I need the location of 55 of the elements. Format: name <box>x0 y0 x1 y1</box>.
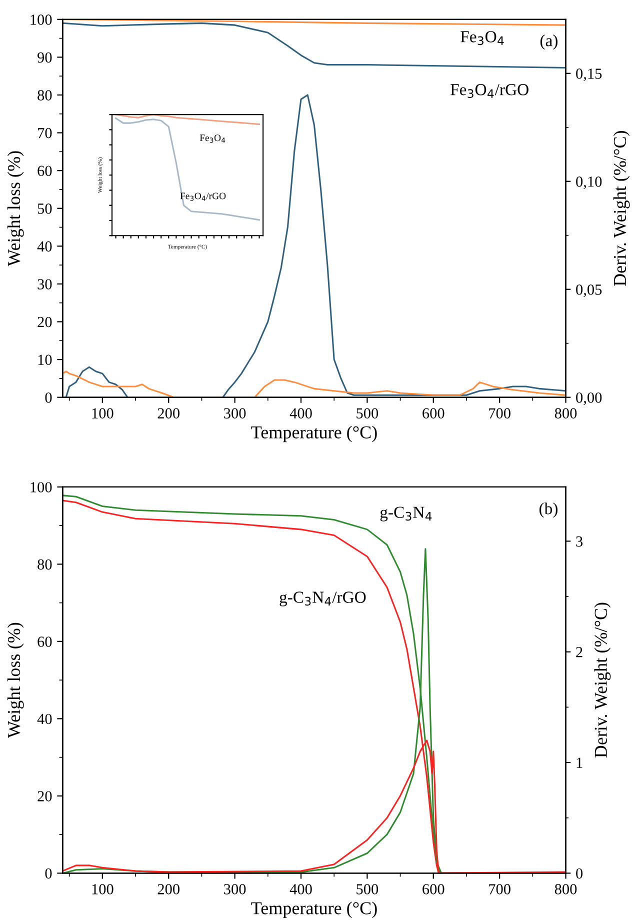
x-tick-label: 200 <box>158 884 180 894</box>
annotation: (b) <box>540 502 558 518</box>
annotation: (a) <box>540 34 558 50</box>
series-label: Fe$_{3}$O$_{4}$/rGO <box>450 84 528 98</box>
x-tick-label: 800 <box>554 884 577 894</box>
series-label: g-C$_{3}$N$_{4}$/rGO <box>280 592 366 606</box>
y-axis-title: Weight loss (%) <box>7 622 24 738</box>
series-label: Fe$_{3}$O$_{4}$ <box>200 134 226 143</box>
y-tick-label: 20 <box>38 316 52 328</box>
x-tick-label: 700 <box>489 884 510 894</box>
y-tick-label: 100 <box>30 482 52 492</box>
x-tick-label: 600 <box>422 884 444 894</box>
y-tick-label: 90 <box>38 52 52 63</box>
x-tick-label: 300 <box>224 408 246 418</box>
y-tick-label: 80 <box>38 90 52 100</box>
y-tick-label: 40 <box>37 241 52 252</box>
y-tick-label: 80 <box>38 559 52 570</box>
x-tick-label: 200 <box>158 408 180 418</box>
y-tick-label: 10 <box>38 354 52 365</box>
y-tick-label: 30 <box>38 279 52 290</box>
y-tick-label: 40 <box>37 714 52 724</box>
y2-tick-label: 0,10 <box>576 176 602 190</box>
x-tick-label: 400 <box>290 884 312 894</box>
y-tick-label: 70 <box>38 128 52 138</box>
series-label: g-C$_{3}$N$_{4}$ <box>380 506 432 522</box>
x-tick-label: 500 <box>356 408 378 418</box>
y2-axis-title: Deriv. Weight (%/°C) <box>613 131 630 286</box>
x-tick-label: 700 <box>489 408 510 418</box>
y2-tick-label: 1 <box>576 758 582 768</box>
y-tick-label: 50 <box>38 204 52 214</box>
y-tick-label: 0 <box>45 392 52 403</box>
y2-tick-label: 0,05 <box>576 284 602 297</box>
x-axis-title: Temperature (°C) <box>251 426 377 442</box>
y2-tick-label: 0,00 <box>576 392 602 405</box>
y-tick-label: 100 <box>30 14 52 25</box>
y-tick-label: 60 <box>38 636 52 647</box>
y-axis-title: Weight loss (%) <box>7 151 24 266</box>
y-tick-label: 0 <box>45 868 52 879</box>
y2-tick-label: 3 <box>576 536 583 547</box>
series-label: Fe$_{3}$O$_{4}$ <box>460 31 504 46</box>
x-axis-title: Temperature (°C) <box>251 902 377 918</box>
y-tick-label: 20 <box>38 791 52 802</box>
y2-tick-label: 0,15 <box>576 68 602 82</box>
x-tick-label: 400 <box>290 408 312 418</box>
x-tick-label: 600 <box>422 408 444 418</box>
x-tick-label: 100 <box>92 408 114 418</box>
x-tick-label: 800 <box>554 408 577 418</box>
x-tick-label: 100 <box>92 884 114 894</box>
x-tick-label: 300 <box>224 884 246 894</box>
y2-axis-title: Deriv. Weight (%/°C) <box>594 602 611 758</box>
y2-tick-label: 2 <box>576 647 582 658</box>
y-tick-label: 60 <box>38 166 52 176</box>
series-label: Fe$_{3}$O$_{4}$/rGO <box>180 192 226 201</box>
x-tick-label: 500 <box>356 884 378 894</box>
y2-tick-label: 0 <box>576 868 583 879</box>
